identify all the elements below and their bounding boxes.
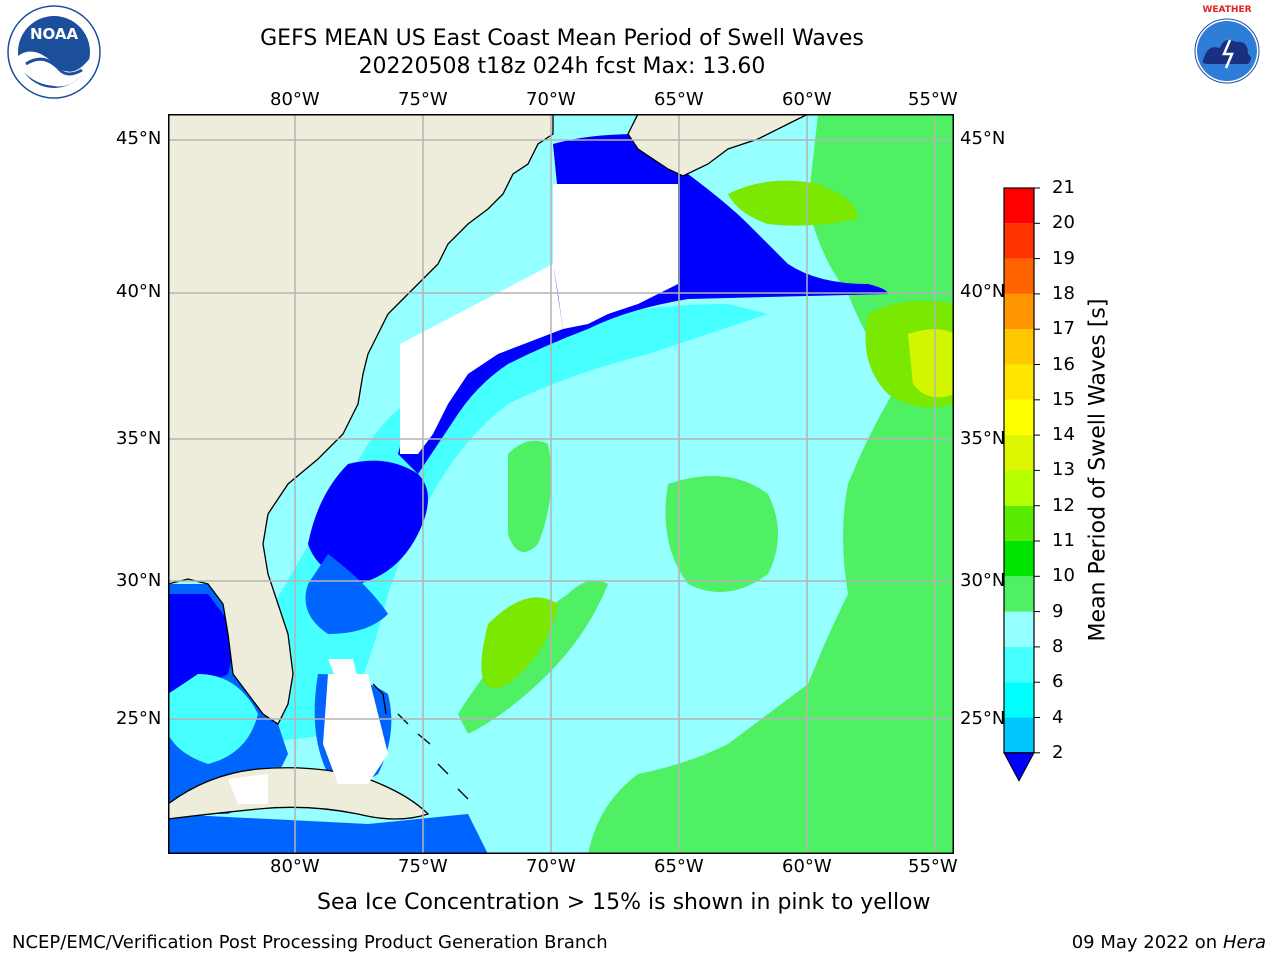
colorbar-band-4-6 [1004, 682, 1034, 718]
nodata-florida-keys [328, 659, 358, 684]
colorbar-tick-14: 14 [1052, 424, 1075, 446]
lat-tick-left-25n: 25°N [116, 708, 162, 729]
colorbar-title: Mean Period of Swell Waves [s] [1085, 298, 1111, 642]
colorbar-band-20-21 [1004, 188, 1034, 224]
lon-tick-top-65w: 65°W [654, 89, 704, 110]
colorbar-extend-min [1003, 752, 1035, 782]
swell-period-map [168, 114, 954, 854]
colorbar-segments [1004, 188, 1034, 753]
map-frame [168, 114, 954, 854]
period-2-4-caribbean [168, 814, 488, 854]
colorbar-band-18-19 [1004, 258, 1034, 294]
nws-logo: WEATHER [1181, 5, 1273, 97]
period-9-10-north-band [508, 440, 552, 552]
period-lt2-gulf-core [168, 594, 238, 694]
lat-tick-left-30n: 30°N [116, 570, 162, 591]
colorbar-tick-12: 12 [1052, 494, 1075, 516]
land-us-east-coast [168, 114, 554, 725]
colorbar-tick-2: 2 [1052, 741, 1064, 763]
colorbar-band-10-11 [1004, 541, 1034, 577]
colorbar-band-9-10 [1004, 576, 1034, 612]
sea-ice-note: Sea Ice Concentration > 15% is shown in … [317, 890, 931, 915]
colorbar-band-17-18 [1004, 293, 1034, 330]
footer-date-text: 09 May 2022 on [1071, 932, 1218, 953]
lon-tick-top-70w: 70°W [526, 89, 576, 110]
colorbar-tick-6: 6 [1052, 671, 1064, 693]
colorbar-tick-8: 8 [1052, 635, 1064, 657]
lon-tick-bottom-70w: 70°W [526, 856, 576, 877]
colorbar [1003, 187, 1040, 782]
colorbar-band-15-16 [1004, 364, 1034, 400]
colorbar-band-2-4 [1004, 717, 1034, 753]
colorbar-tick-21: 21 [1052, 177, 1075, 198]
colorbar-tick-11: 11 [1052, 530, 1075, 551]
lon-tick-top-75w: 75°W [398, 89, 448, 110]
nodata-cuba-north [228, 774, 268, 804]
colorbar-band-16-17 [1004, 329, 1034, 365]
lat-tick-right-45n: 45°N [960, 128, 1006, 149]
period-9-10-east [588, 114, 954, 854]
lat-tick-left-40n: 40°N [116, 281, 162, 302]
footer-date: 09 May 2022 on Hera [1072, 932, 1266, 953]
lat-tick-right-25n: 25°N [960, 708, 1006, 729]
lon-tick-top-60w: 60°W [782, 89, 832, 110]
lat-tick-right-40n: 40°N [960, 281, 1006, 302]
lat-tick-left-45n: 45°N [116, 128, 162, 149]
svg-text:WEATHER: WEATHER [1202, 5, 1251, 15]
graticule [168, 114, 954, 854]
colorbar-tick-10: 10 [1052, 565, 1075, 587]
colorbar-tick-9: 9 [1052, 600, 1064, 622]
colorbar-tick-18: 18 [1052, 282, 1075, 304]
lon-tick-bottom-75w: 75°W [398, 856, 448, 877]
colorbar-band-11-12 [1004, 505, 1034, 541]
lon-tick-bottom-60w: 60°W [782, 856, 832, 877]
period-9-10-center [665, 476, 778, 592]
footer-machine: Hera [1222, 932, 1266, 953]
colorbar-band-14-15 [1004, 399, 1034, 436]
lat-tick-right-35n: 35°N [960, 428, 1006, 449]
lon-tick-top-80w: 80°W [270, 89, 320, 110]
colorbar-tick-4: 4 [1052, 706, 1064, 728]
colorbar-tick-13: 13 [1052, 459, 1075, 481]
period-13-east-core [908, 329, 954, 398]
colorbar-tick-16: 16 [1052, 353, 1075, 375]
nodata-mid-atlantic [400, 264, 563, 454]
lon-tick-bottom-55w: 55°W [908, 856, 958, 877]
colorbar-band-13-14 [1004, 435, 1034, 471]
noaa-logo-text: NOAA [30, 25, 79, 43]
land-canada [627, 114, 809, 177]
colorbar-tick-19: 19 [1052, 247, 1075, 269]
lat-tick-right-30n: 30°N [960, 570, 1006, 591]
lon-tick-bottom-80w: 80°W [270, 856, 320, 877]
footer-credit: NCEP/EMC/Verification Post Processing Pr… [12, 932, 608, 953]
noaa-logo: NOAA [7, 5, 101, 99]
colorbar-band-12-13 [1004, 470, 1034, 506]
colorbar-band-8-9 [1004, 611, 1034, 647]
colorbar-tick-17: 17 [1052, 318, 1075, 340]
nodata-bahamas [323, 674, 388, 784]
period-11-13-north [728, 180, 858, 226]
map-subtitle: 20220508 t18z 024h fcst Max: 13.60 [358, 54, 766, 79]
colorbar-tick-15: 15 [1052, 388, 1075, 410]
colorbar-tick-20: 20 [1052, 212, 1075, 234]
period-lt4-northeast [398, 134, 888, 474]
map-title: GEFS MEAN US East Coast Mean Period of S… [260, 26, 864, 51]
lon-tick-top-55w: 55°W [908, 89, 958, 110]
period-6-8-west [168, 304, 768, 754]
period-2-4-band [305, 554, 388, 634]
lat-tick-left-35n: 35°N [116, 428, 162, 449]
period-11-13-sw [481, 597, 558, 688]
colorbar-band-19-20 [1004, 223, 1034, 259]
lon-tick-bottom-65w: 65°W [654, 856, 704, 877]
period-lt4-southeast [308, 460, 428, 584]
colorbar-band-6-8 [1004, 646, 1034, 683]
